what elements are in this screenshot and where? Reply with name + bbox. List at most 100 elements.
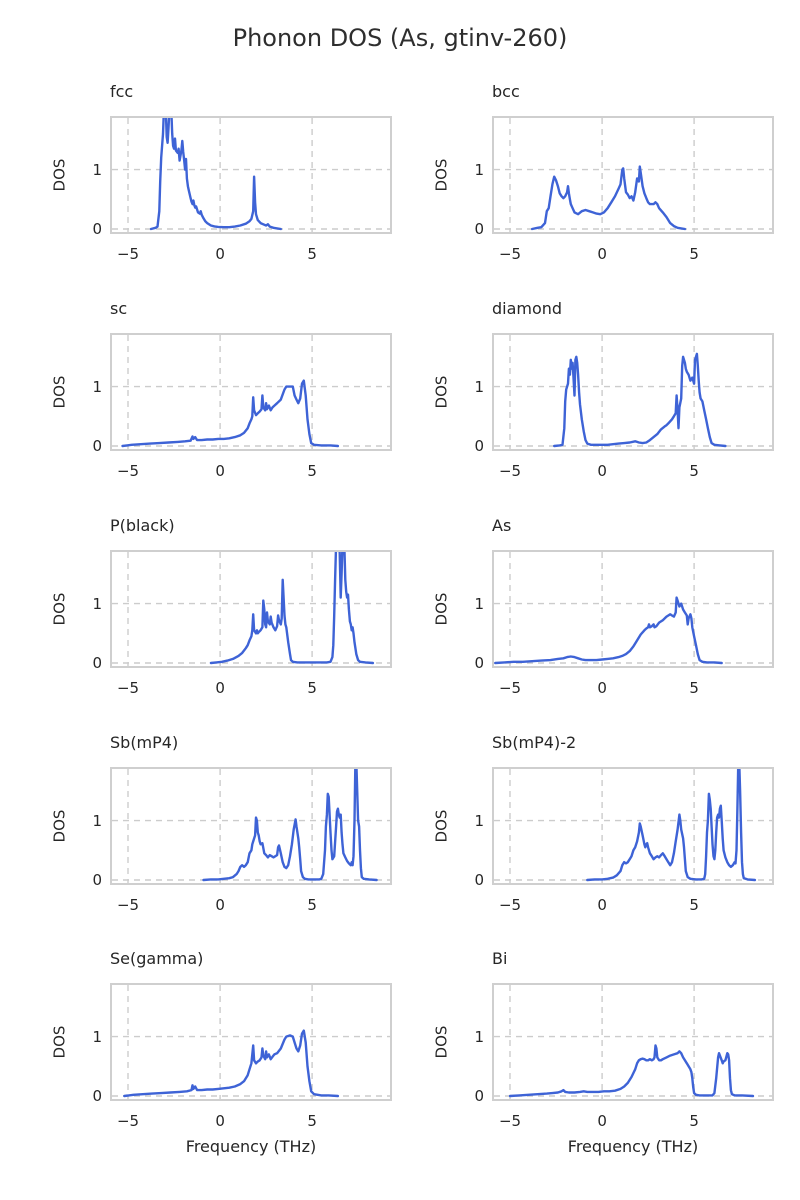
x-tick-label: 5 bbox=[689, 896, 699, 914]
subplot-title: Bi bbox=[492, 949, 508, 968]
subplot-panel: Se(gamma) DOS Frequency (THz) 0 1 −5 0 5 bbox=[50, 949, 392, 1156]
figure-title: Phonon DOS (As, gtinv-260) bbox=[232, 24, 568, 52]
dos-curve bbox=[202, 769, 378, 882]
plot-area bbox=[494, 335, 772, 449]
subplot-panel: Sb(mP4)-2 DOS 0 1 −5 0 5 bbox=[432, 733, 774, 914]
plot-area bbox=[112, 118, 390, 232]
y-tick-label: 0 bbox=[92, 1087, 102, 1105]
subplot-title: P(black) bbox=[110, 516, 175, 535]
y-axis-label: DOS bbox=[432, 592, 451, 626]
x-tick-label: 5 bbox=[307, 679, 317, 697]
y-tick-label: 1 bbox=[92, 1027, 102, 1046]
y-axis-label: DOS bbox=[50, 375, 69, 409]
x-tick-label: 0 bbox=[597, 679, 607, 697]
x-tick-label: −5 bbox=[116, 245, 140, 263]
y-tick-label: 0 bbox=[92, 220, 102, 238]
plot-area bbox=[112, 769, 390, 883]
dos-curve bbox=[508, 1044, 755, 1098]
plot-area bbox=[494, 552, 772, 666]
y-tick-label: 1 bbox=[474, 1027, 484, 1046]
x-tick-label: −5 bbox=[116, 896, 140, 914]
subplot-title: Sb(mP4) bbox=[110, 733, 179, 752]
x-tick-label: −5 bbox=[498, 679, 522, 697]
x-tick-label: 0 bbox=[597, 1112, 607, 1130]
subplot-panel: diamond DOS 0 1 −5 0 5 bbox=[432, 299, 774, 480]
x-tick-label: 5 bbox=[689, 245, 699, 263]
dos-curve bbox=[530, 165, 687, 231]
x-tick-label: 0 bbox=[597, 245, 607, 263]
dos-curve bbox=[209, 552, 375, 665]
subplot-panel: sc DOS 0 1 −5 0 5 bbox=[50, 299, 392, 480]
y-tick-label: 0 bbox=[92, 654, 102, 672]
x-tick-label: −5 bbox=[498, 896, 522, 914]
subplot-panel: fcc DOS 0 1 −5 0 5 bbox=[50, 82, 392, 263]
x-tick-label: 5 bbox=[689, 1112, 699, 1130]
subplot-title: sc bbox=[110, 299, 128, 318]
x-tick-label: −5 bbox=[116, 679, 140, 697]
y-axis-label: DOS bbox=[50, 1025, 69, 1059]
y-tick-label: 1 bbox=[92, 811, 102, 830]
y-tick-label: 0 bbox=[474, 437, 484, 455]
x-axis-label: Frequency (THz) bbox=[567, 1137, 699, 1156]
y-tick-label: 1 bbox=[474, 377, 484, 396]
subplot-panel: As DOS 0 1 −5 0 5 bbox=[432, 516, 774, 697]
dos-curve bbox=[149, 118, 283, 231]
x-tick-label: 5 bbox=[307, 896, 317, 914]
subplot-title: fcc bbox=[110, 82, 134, 101]
x-tick-label: −5 bbox=[498, 245, 522, 263]
y-axis-label: DOS bbox=[432, 158, 451, 192]
plot-area bbox=[112, 552, 390, 666]
x-tick-label: 5 bbox=[307, 1112, 317, 1130]
subplot-title: Sb(mP4)-2 bbox=[492, 733, 577, 752]
y-tick-label: 1 bbox=[92, 377, 102, 396]
plot-area bbox=[494, 769, 772, 883]
dos-curve bbox=[553, 352, 727, 448]
y-axis-label: DOS bbox=[50, 158, 69, 192]
x-axis-label: Frequency (THz) bbox=[185, 1137, 317, 1156]
plot-area bbox=[494, 985, 772, 1099]
x-tick-label: 0 bbox=[215, 462, 225, 480]
x-tick-label: 0 bbox=[215, 896, 225, 914]
subplot-panel: P(black) DOS 0 1 −5 0 5 bbox=[50, 516, 392, 697]
x-tick-label: 5 bbox=[307, 245, 317, 263]
subplot-title: bcc bbox=[492, 82, 520, 101]
x-tick-label: −5 bbox=[116, 462, 140, 480]
y-axis-label: DOS bbox=[432, 809, 451, 843]
y-tick-label: 0 bbox=[474, 871, 484, 889]
y-tick-label: 1 bbox=[474, 811, 484, 830]
y-tick-label: 0 bbox=[92, 871, 102, 889]
x-tick-label: 0 bbox=[215, 679, 225, 697]
x-tick-label: −5 bbox=[116, 1112, 140, 1130]
y-axis-label: DOS bbox=[432, 1025, 451, 1059]
x-tick-label: −5 bbox=[498, 462, 522, 480]
y-axis-label: DOS bbox=[432, 375, 451, 409]
plot-area bbox=[112, 335, 390, 449]
y-tick-label: 0 bbox=[92, 437, 102, 455]
x-tick-label: 5 bbox=[689, 679, 699, 697]
y-axis-label: DOS bbox=[50, 592, 69, 626]
y-tick-label: 0 bbox=[474, 220, 484, 238]
dos-curve bbox=[586, 769, 757, 882]
plot-area bbox=[494, 118, 772, 232]
x-tick-label: 0 bbox=[597, 896, 607, 914]
x-tick-label: 0 bbox=[597, 462, 607, 480]
x-tick-label: 5 bbox=[689, 462, 699, 480]
dos-curve bbox=[121, 379, 340, 448]
x-tick-label: 0 bbox=[215, 1112, 225, 1130]
y-tick-label: 1 bbox=[92, 160, 102, 179]
x-tick-label: 0 bbox=[215, 245, 225, 263]
y-tick-label: 1 bbox=[92, 594, 102, 613]
plot-area bbox=[112, 985, 390, 1099]
subplot-title: Se(gamma) bbox=[110, 949, 204, 968]
dos-curve bbox=[123, 1029, 340, 1098]
x-tick-label: 5 bbox=[307, 462, 317, 480]
dos-curve bbox=[494, 596, 723, 665]
y-tick-label: 0 bbox=[474, 654, 484, 672]
y-axis-label: DOS bbox=[50, 809, 69, 843]
x-tick-label: −5 bbox=[498, 1112, 522, 1130]
subplot-panel: bcc DOS 0 1 −5 0 5 bbox=[432, 82, 774, 263]
subplot-panel: Bi DOS Frequency (THz) 0 1 −5 0 5 bbox=[432, 949, 774, 1156]
subplot-title: diamond bbox=[492, 299, 563, 318]
y-tick-label: 1 bbox=[474, 160, 484, 179]
